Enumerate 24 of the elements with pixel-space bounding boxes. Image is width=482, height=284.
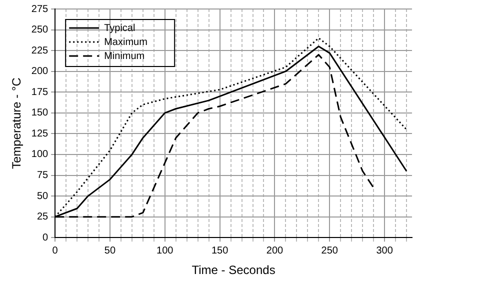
x-tick-label: 200 [266,245,284,256]
y-tick-label: 175 [31,86,49,98]
x-axis-title: Time - Seconds [192,263,276,278]
y-tick-label: 100 [31,149,49,160]
legend-label: Maximum [104,36,148,48]
x-tick-label: 300 [376,245,394,256]
x-tick-label: 0 [52,245,58,256]
x-tick-label: 50 [104,245,116,256]
y-tick-label: 75 [36,170,49,182]
y-tick-label: 50 [36,190,49,202]
legend-label: Minimum [104,50,145,62]
y-tick-label: 275 [31,4,49,15]
y-tick-label: 150 [31,108,49,119]
x-tick-label: 100 [156,245,174,256]
y-axis-title: Temperature - °C [10,77,24,170]
y-tick-label: 225 [31,45,49,56]
y-tick-label: 25 [36,212,49,223]
y-tick-label: 125 [31,128,49,140]
legend-label: Typical [104,22,136,34]
y-tick-label: 250 [31,24,49,36]
x-tick-label: 150 [211,245,229,256]
x-tick-label: 250 [321,245,338,256]
y-tick-label: 0 [42,232,49,244]
y-tick-label: 200 [31,66,49,78]
